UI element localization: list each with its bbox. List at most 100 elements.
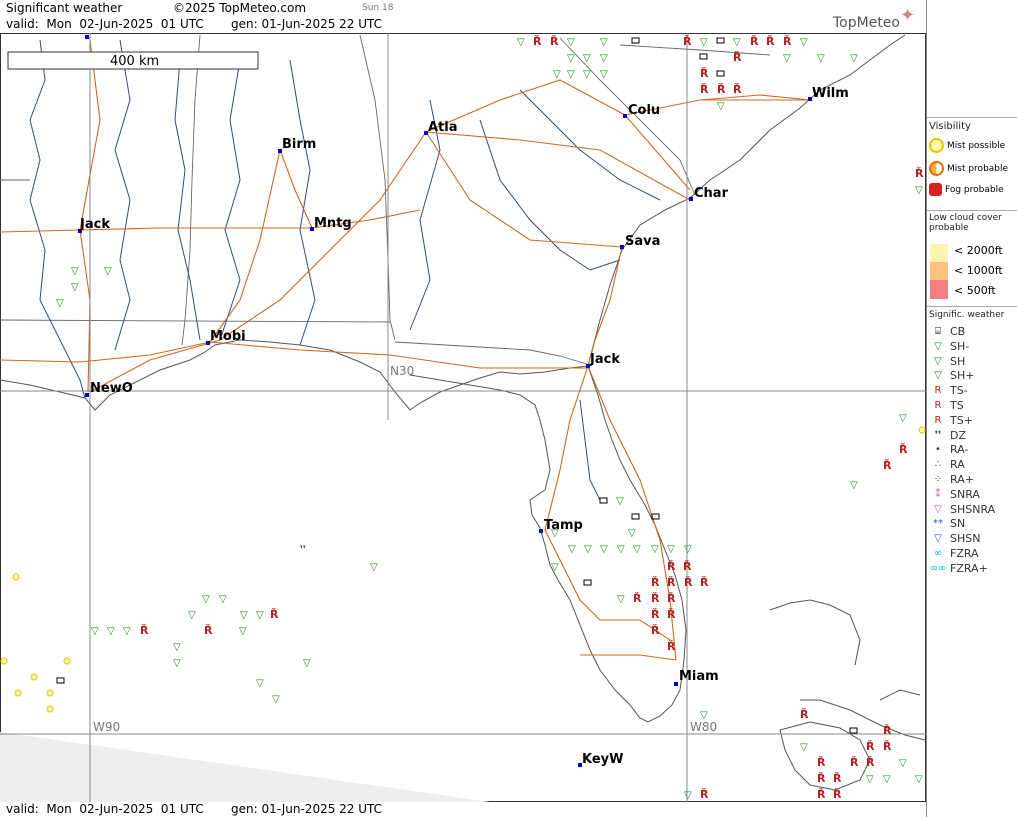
thunderstorm-icon: Ř [633, 592, 642, 605]
thunderstorm-icon: Ř [833, 772, 842, 785]
shower-icon: ▽ [684, 790, 692, 801]
shower-icon: ▽ [628, 528, 636, 539]
city-label: Colu [628, 103, 660, 118]
legend-panel: Visibility Mist possible Mist probable F… [926, 0, 1017, 817]
thunderstorm-icon: Ř [700, 788, 709, 801]
thunderstorm-icon: Ř [667, 560, 676, 573]
thunderstorm-icon: Ř [850, 756, 859, 769]
thunderstorm-icon: Ř [733, 51, 742, 64]
thunderstorm-icon: Ř [533, 35, 542, 48]
legend-visibility-title: Visibility [929, 121, 971, 132]
thunderstorm-heavy-icon: R [934, 414, 942, 426]
lat-label-n30: N30 [390, 364, 414, 378]
shower-icon: ▽ [188, 610, 196, 621]
shower-icon: ▽ [239, 626, 247, 637]
legend-sigwx-title: Signific. weather [929, 310, 1005, 320]
cuba-coast [769, 599, 926, 741]
shower-icon: ▽ [256, 678, 264, 689]
thunderstorm-icon: Ř [817, 788, 826, 801]
coastline [0, 339, 687, 723]
thunderstorm-icon: Ř [783, 35, 792, 48]
cb-icon [699, 53, 708, 60]
legend-sigwx-item: ▽ SH [929, 355, 965, 368]
legend-cloud-1000: < 1000ft [954, 264, 1003, 277]
thunderstorm-icon: Ř [717, 83, 726, 96]
legend-sigwx-item: ⁑ SNRA [929, 488, 980, 501]
thunderstorm-icon: Ř [683, 35, 692, 48]
shower-icon: ▽ [107, 626, 115, 637]
shower-icon: ▽ [717, 101, 725, 112]
shower-icon: ▽ [370, 562, 378, 573]
city-label: Mobi [210, 329, 246, 344]
shower-icon: ▽ [219, 594, 227, 605]
city-label: Miam [679, 669, 719, 684]
rain-light-icon: • [935, 444, 941, 456]
mist-icon [12, 573, 20, 581]
legend-sigwx-item: ❜❜ DZ [929, 429, 966, 442]
lon-label-w90: W90 [93, 720, 120, 734]
legend-sigwx-item: ∞∞ FZRA+ [929, 561, 988, 575]
sun-info: Sun 18 [362, 3, 394, 13]
grid-lines [0, 33, 926, 802]
city-label: Atla [428, 120, 458, 135]
city-label: Jack [79, 217, 110, 232]
shower-icon: ▽ [616, 496, 624, 507]
legend-cloud-title: Low cloud cover probable [929, 213, 1002, 233]
shower-icon: ▽ [850, 53, 858, 64]
mist-icon [918, 426, 926, 434]
scale-label: 400 km [110, 54, 159, 69]
shower-icon: ▽ [303, 658, 311, 669]
shower-icon: ▽ [256, 610, 264, 621]
lon-label-w80: W80 [690, 720, 717, 734]
city-label: NewO [90, 381, 133, 396]
legend-sigwx-item: R TS [929, 399, 964, 412]
legend-sigwx-item: ▽ SH- [929, 340, 969, 353]
thunderstorm-icon: Ř [140, 624, 149, 637]
shower-icon: ▽ [272, 694, 280, 705]
city-label: Tamp [544, 518, 583, 533]
legend-cloud-500: < 500ft [954, 284, 996, 297]
thunderstorm-icon: Ř [866, 740, 875, 753]
thunderstorm-icon: Ř [204, 624, 213, 637]
thunderstorm-icon: Ř [700, 83, 709, 96]
thunderstorm-icon: Ř [550, 35, 559, 48]
city-label: Jack [589, 352, 620, 367]
thunderstorm-icon: Ř [883, 724, 892, 737]
legend-sigwx-item: ∴ RA [929, 458, 965, 471]
rain-icon: ∴ [934, 459, 942, 471]
shower-icon: ▽ [817, 53, 825, 64]
shower-icon: ▽ [567, 37, 575, 48]
city-labels: Birm Atla Colu Wilm Char Jack Mntg Sava … [79, 86, 849, 767]
legend-sigwx-item: ▽ SH+ [929, 369, 974, 382]
weather-map: N30 W90 W80 400 km Birm Atla Colu Wilm C… [0, 33, 926, 802]
legend-sigwx-item: • RA- [929, 443, 968, 456]
shower-icon: ▽ [866, 774, 874, 785]
thunderstorm-icon: Ř [899, 443, 908, 456]
fog-icon [929, 183, 942, 196]
shower-icon: ▽ [850, 480, 858, 491]
shower-icon: ▽ [600, 544, 608, 555]
thunderstorm-icon: Ř [817, 756, 826, 769]
thunderstorm-icon: Ř [270, 608, 279, 621]
thunderstorm-light-icon: R [934, 385, 942, 397]
thunderstorm-icon: Ř [883, 740, 892, 753]
mist-icon [63, 657, 71, 665]
thunderstorm-icon: Ř [667, 576, 676, 589]
shower-icon: ▽ [667, 544, 675, 555]
shower-icon: ▽ [800, 37, 808, 48]
atlantic-coast [587, 34, 906, 367]
thunderstorm-icon: Ř [915, 167, 924, 180]
topmeteo-logo: TopMeteo [833, 15, 900, 31]
shower-icon: ▽ [600, 53, 608, 64]
scale-bar [7, 51, 259, 70]
thunderstorm-icon: Ř [651, 608, 660, 621]
shower-icon: ▽ [915, 185, 923, 196]
shower-icon: ▽ [700, 710, 708, 721]
shower-icon: ▽ [91, 626, 99, 637]
thunderstorm-icon: Ř [766, 35, 775, 48]
mist-possible-icon [929, 138, 944, 153]
city-markers [78, 35, 812, 767]
cb-icon [716, 70, 725, 77]
weather-symbols: ▽ Ř Ř ▽ ▽ Ř ▽ ▽ Ř Ř Ř ▽▽▽ ▽▽ ▽▽▽Ř ▽ ▽ ▽Ř Ř ŘŘ▽Ř▽▽ ▽▽▽▽▽▽▽ ▽ ▽… [0, 35, 926, 801]
shower-icon: ▽ [600, 69, 608, 80]
